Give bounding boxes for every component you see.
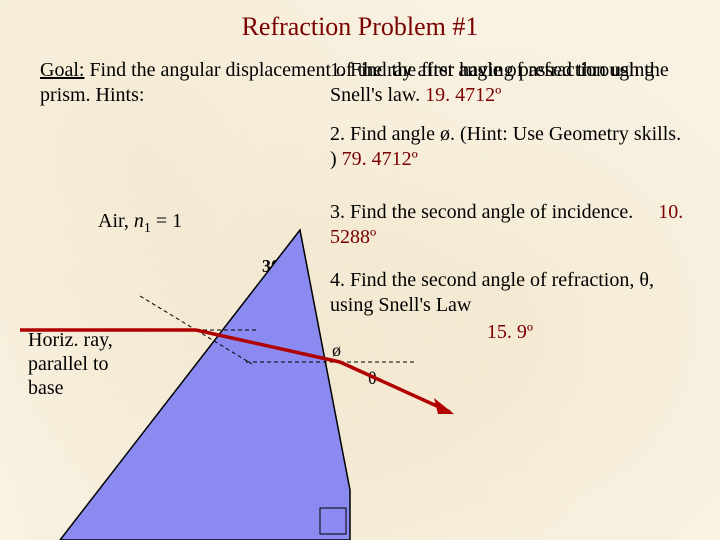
dash-normal1-a xyxy=(140,296,196,330)
prism-shape xyxy=(60,230,350,540)
ray-exit xyxy=(340,362,450,412)
ray-arrowhead-icon xyxy=(434,398,454,414)
prism-diagram xyxy=(0,0,720,540)
